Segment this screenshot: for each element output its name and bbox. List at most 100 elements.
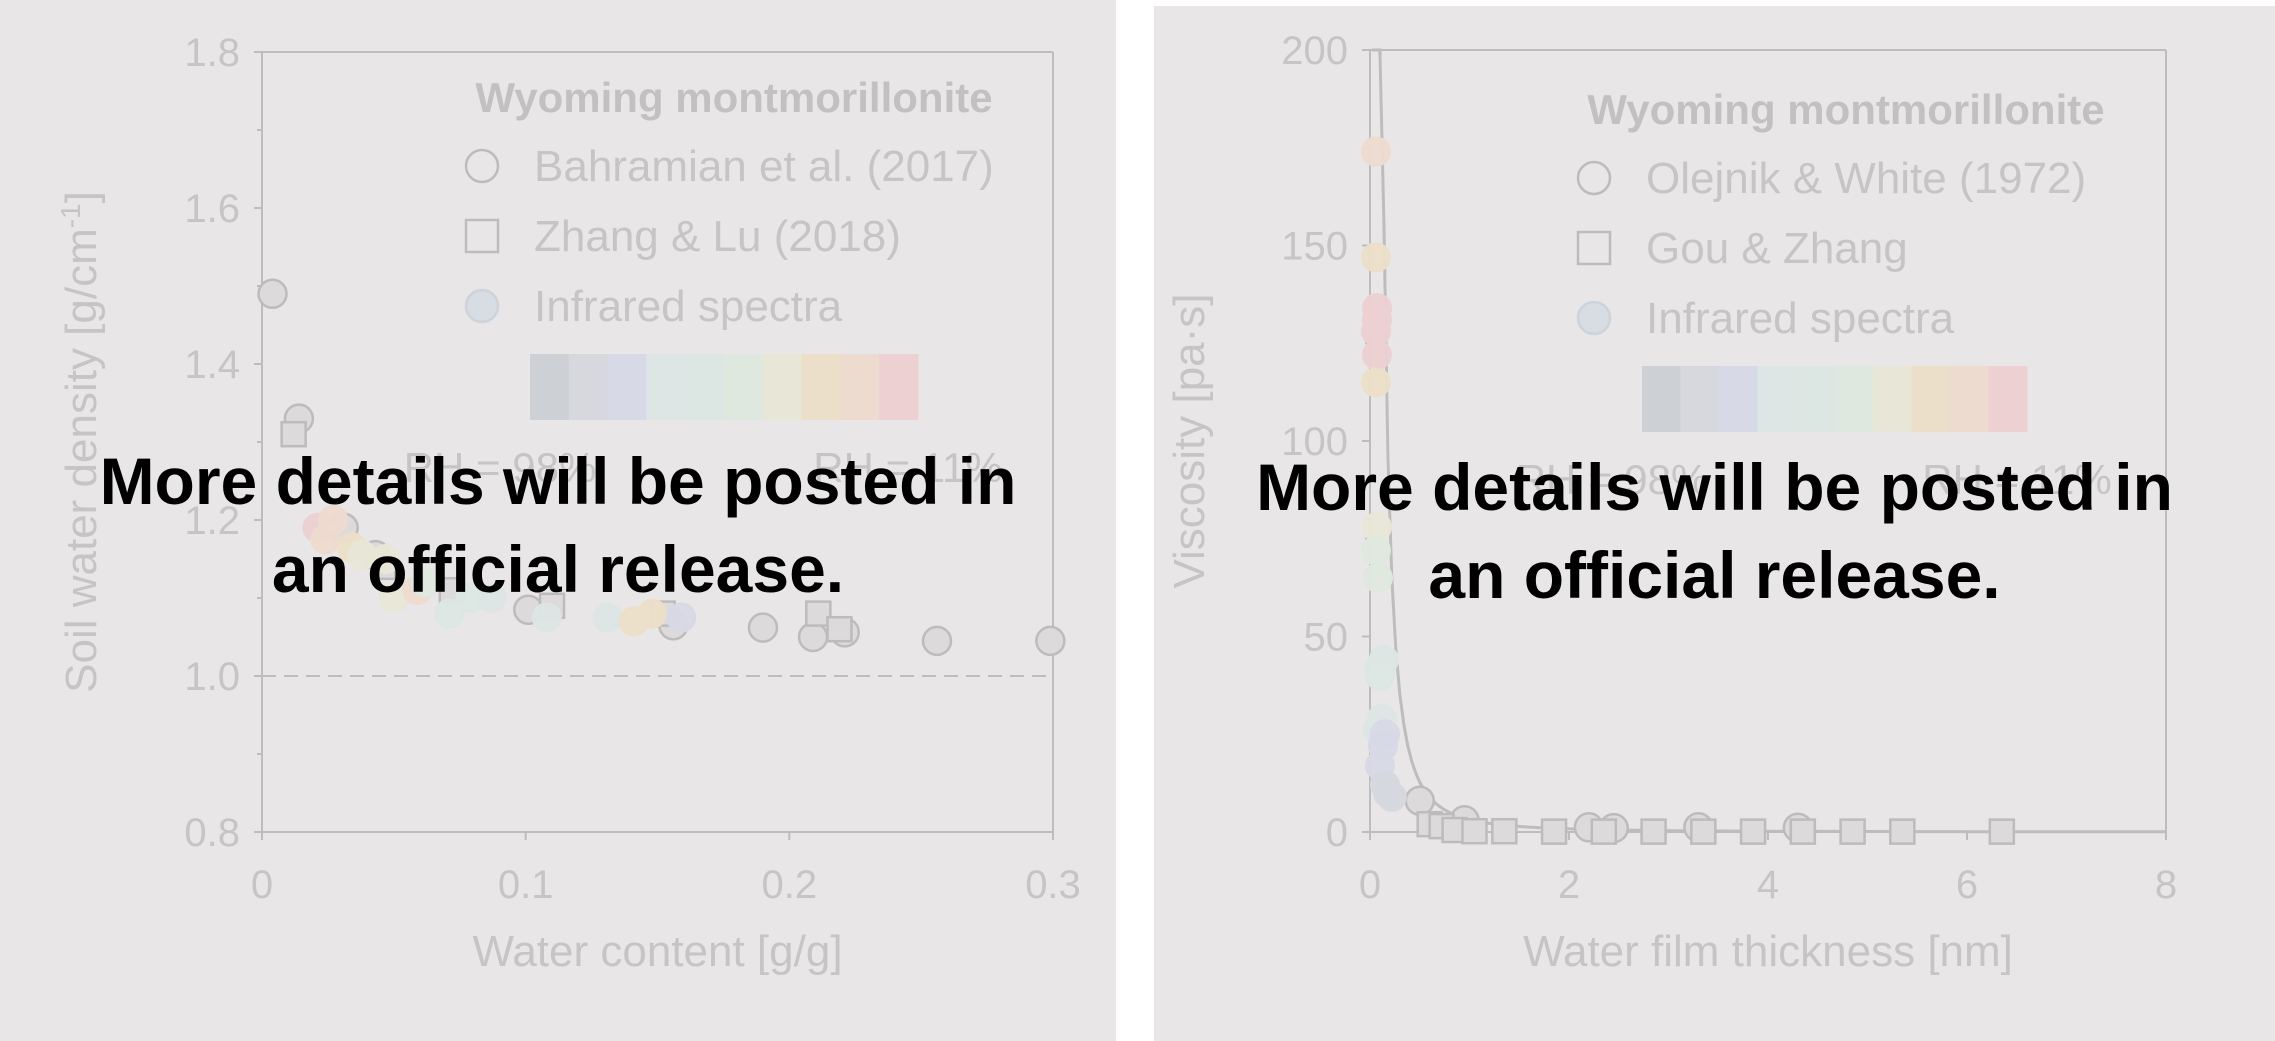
colorbar-swatch (530, 354, 570, 420)
colorbar-swatch (1988, 366, 2028, 432)
data-point-infrared (410, 567, 441, 598)
legend-entry-label: Infrared spectra (1646, 294, 1955, 343)
data-point-square (1889, 818, 1916, 845)
data-point-square (1491, 817, 1518, 845)
left-chart-panel: 0.8 1.0 1.2 1.4 1.6 1.8 0 0.1 0.2 0.3 Water conten… (0, 0, 1116, 1041)
y-tick-label: 1.8 (184, 31, 240, 75)
x-tick-label: 8 (2155, 863, 2177, 907)
data-point-square (1739, 818, 1767, 845)
legend-entry-label: Infrared spectra (534, 282, 843, 331)
legend-marker-square (464, 218, 500, 254)
data-point-circle (1035, 625, 1066, 657)
x-axis-title: Water content [g/g] (472, 927, 842, 976)
overlay-notice-right: More details will be posted in an offici… (1256, 450, 2173, 612)
colorbar-swatch (646, 354, 686, 420)
legend-marker-infrared (464, 288, 500, 324)
colorbar-swatch (1719, 366, 1758, 432)
colorbar-right-label: RH = 11% (1922, 456, 2111, 503)
data-point-circle (1404, 785, 1435, 816)
colorbar-swatch (1873, 366, 1912, 432)
legend-title: Wyoming montmorillonite (1587, 86, 2104, 133)
colorbar-swatch (1950, 366, 1989, 432)
data-point-infrared (434, 598, 465, 629)
y-tick-label: 200 (1281, 29, 1348, 73)
colorbar-swatch (762, 354, 803, 420)
data-point-infrared (1376, 781, 1407, 812)
y-tick-label: 1.2 (184, 499, 240, 543)
data-point-infrared (1364, 660, 1395, 691)
colorbar-swatch (1796, 366, 1835, 432)
data-point-circle (747, 612, 779, 643)
x-tick-label: 2 (1558, 863, 1580, 907)
colorbar-swatch (801, 354, 841, 420)
x-tick-label: 6 (1956, 863, 1978, 907)
data-point-infrared (1362, 562, 1393, 593)
data-point-infrared (637, 598, 668, 629)
legend-entry-label: Olejnik & White (1972) (1646, 154, 2086, 203)
y-tick-label: 50 (1304, 616, 1349, 660)
legend-entry-label: Zhang & Lu (2018) (534, 212, 901, 261)
right-chart-panel: 0 50 100 150 200 0 2 4 6 8 Water film thickness [n… (1154, 6, 2275, 1041)
overlay-notice-left: More details will be posted in an offici… (99, 444, 1017, 606)
x-tick-label: 0.1 (498, 863, 554, 907)
y-tick-label: 0 (1326, 811, 1348, 855)
data-point-square (280, 420, 307, 448)
data-point-infrared (1360, 242, 1391, 273)
y-tick-label: 150 (1281, 225, 1348, 269)
data-point-infrared (666, 602, 697, 633)
legend-marker-infrared (1576, 300, 1612, 336)
y-axis-title: Soil water density [g/cm-1] (55, 191, 106, 693)
data-point-square (1590, 818, 1618, 845)
legend-entry-label: Gou & Zhang (1646, 224, 1908, 273)
y-tick-label: 1.6 (184, 187, 240, 231)
data-point-infrared (1360, 367, 1391, 398)
data-point-square (1540, 818, 1568, 845)
x-axis-title: Water film thickness [nm] (1523, 927, 2013, 976)
legend-entry-label: Bahramian et al. (2017) (534, 142, 994, 191)
x-tick-label: 0 (251, 863, 273, 907)
data-point-infrared (1360, 136, 1391, 167)
data-point-square (1988, 818, 2016, 845)
data-point-infrared (370, 544, 401, 574)
y-tick-label: 1.4 (184, 343, 240, 387)
colorbar-swatch (1642, 366, 1681, 432)
right-chart: 0 50 100 150 200 0 2 4 6 8 Water film thickness [n… (1165, 29, 2177, 976)
data-point-square (1839, 818, 1866, 845)
colorbar-left-label: RH = 98% (1516, 456, 1709, 503)
data-point-square (1690, 818, 1717, 845)
colorbar-swatch (1680, 366, 1720, 432)
data-point-infrared (531, 602, 562, 633)
colorbar-swatch (607, 354, 647, 420)
x-tick-label: 4 (1757, 863, 1779, 907)
legend-marker-square (1576, 230, 1612, 266)
data-point-square (826, 615, 853, 643)
data-point-square (1640, 818, 1667, 845)
legend-title: Wyoming montmorillonite (475, 74, 992, 121)
data-point-square (1789, 818, 1817, 845)
legend-marker-circle (464, 148, 500, 184)
y-tick-label: 1.0 (184, 655, 240, 699)
data-point-square (1461, 817, 1488, 845)
colorbar-right-label: RH = 11% (813, 444, 1002, 491)
y-axis-title: Viscosity [pa·s] (1165, 293, 1214, 588)
left-chart: 0.8 1.0 1.2 1.4 1.6 1.8 0 0.1 0.2 0.3 Water conten… (55, 31, 1081, 976)
colorbar-swatch (724, 354, 764, 420)
colorbar-swatch (840, 354, 880, 420)
y-tick-label: 0.8 (184, 811, 240, 855)
colorbar-left-label: RH = 98% (404, 444, 597, 491)
x-tick-label: 0 (1359, 863, 1381, 907)
data-point-infrared (476, 583, 507, 613)
colorbar-swatch (1834, 366, 1874, 432)
data-point-circle (797, 621, 829, 653)
colorbar-swatch (1911, 366, 1951, 432)
colorbar-swatch (568, 354, 609, 420)
data-point-infrared (318, 505, 349, 535)
x-tick-label: 0.2 (762, 863, 818, 907)
colorbar-swatch (879, 354, 919, 420)
data-point-infrared (1361, 339, 1392, 370)
data-point-circle (921, 625, 953, 657)
colorbar-swatch (685, 354, 725, 420)
legend-marker-circle (1576, 160, 1612, 196)
y-tick-label: 100 (1281, 420, 1348, 464)
data-point-circle (257, 278, 288, 310)
